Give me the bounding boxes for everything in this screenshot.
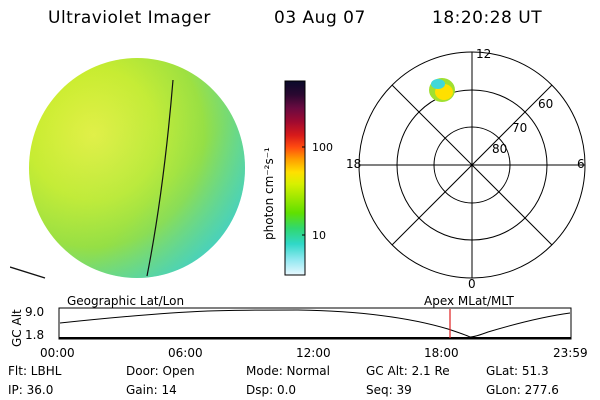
timeline-left-title: Geographic Lat/Lon [67, 294, 185, 308]
status-gc-alt: GC Alt: 2.1 Re [366, 364, 450, 378]
orientation-line [10, 266, 46, 279]
status-filter: Flt: LBHL [8, 364, 62, 378]
colorbar-tick-100: 100 [312, 141, 333, 154]
status-glat: GLat: 51.3 [486, 364, 549, 378]
altitude-curve [59, 309, 571, 338]
timeline-y-tick-max: 9.0 [25, 305, 45, 319]
status-seq: Seq: 39 [366, 383, 412, 397]
x-tick-1200: 12:00 [296, 346, 331, 360]
status-glon: GLon: 277.6 [486, 383, 559, 397]
status-dsp: Dsp: 0.0 [246, 383, 297, 397]
instrument-title: Ultraviolet Imager [48, 8, 211, 28]
colorbar [284, 80, 306, 276]
timeline-y-tick-min: 1.8 [25, 328, 45, 342]
x-tick-1800: 18:00 [424, 346, 459, 360]
colorbar-tick-10: 10 [312, 229, 326, 242]
x-tick-0000: 00:00 [40, 346, 75, 360]
status-gain: Gain: 14 [126, 383, 177, 397]
status-door: Door: Open [126, 364, 195, 378]
x-tick-2359: 23:59 [553, 346, 588, 360]
time-label: 18:20:28 UT [432, 8, 543, 28]
mlt-label-12: 12 [476, 47, 492, 61]
altitude-timeline-plot [58, 307, 572, 340]
mlt-label-18: 18 [346, 157, 362, 171]
lat-label-60: 60 [538, 97, 554, 111]
earth-disk-image [10, 58, 245, 279]
x-tick-0600: 06:00 [168, 346, 203, 360]
date-label: 03 Aug 07 [274, 8, 366, 28]
colorbar-unit-label: photon cm⁻²s⁻¹ [262, 147, 276, 240]
mlt-label-0: 0 [468, 277, 476, 291]
mlt-label-6: 6 [577, 157, 585, 171]
timeline-right-title: Apex MLat/MLT [424, 294, 514, 308]
terminator-line [146, 79, 174, 277]
status-ip: IP: 36.0 [8, 383, 54, 397]
lat-label-70: 70 [512, 121, 528, 135]
polar-plot [358, 51, 586, 279]
lat-label-80: 80 [492, 142, 508, 156]
timeline-y-axis-label: GC Alt [10, 309, 24, 347]
status-mode: Mode: Normal [246, 364, 330, 378]
